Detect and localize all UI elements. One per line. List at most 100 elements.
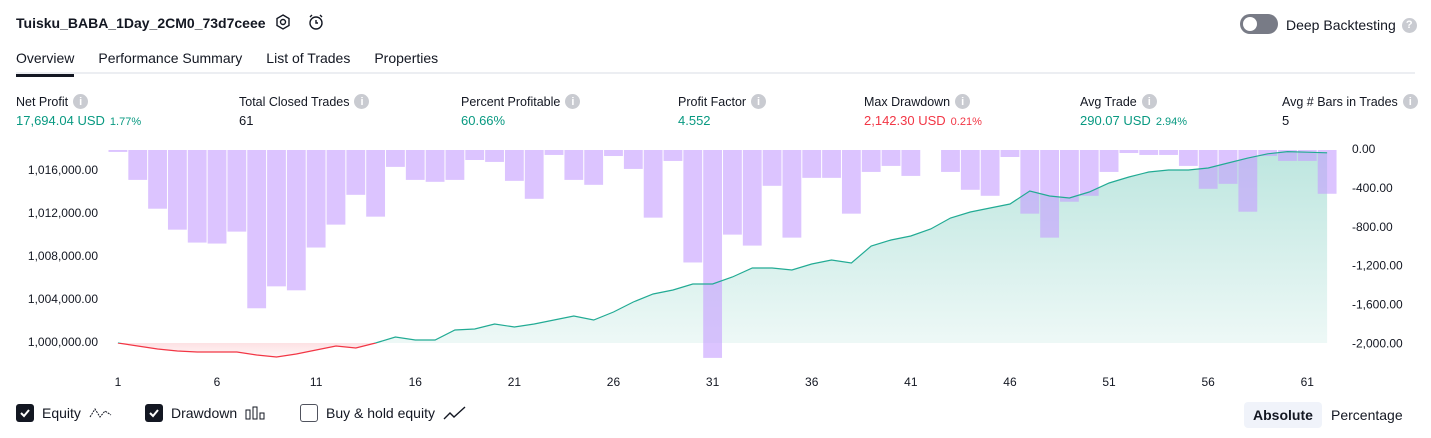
tab[interactable]: List of Trades	[266, 50, 351, 66]
drawdown-bar	[524, 150, 544, 199]
mode-button[interactable]: Percentage	[1331, 407, 1403, 423]
metric-percent: 0.21%	[950, 116, 982, 128]
metric-label: Profit Factor i	[678, 94, 767, 109]
y2-tick-label: -800.00	[1352, 220, 1393, 234]
metric: Net Profit i 17,694.04 USD 1.77%	[16, 94, 141, 128]
drawdown-bar	[841, 150, 861, 214]
x-tick-label: 36	[805, 375, 819, 389]
drawdown-bar	[544, 150, 564, 155]
metric-label: Percent Profitable i	[461, 94, 581, 109]
drawdown-bar	[802, 150, 822, 178]
metric: Avg # Bars in Trades i 5	[1282, 94, 1418, 128]
metric: Percent Profitable i 60.66%	[461, 94, 581, 128]
y-tick-label: 1,004,000.00	[28, 292, 98, 306]
drawdown-bar	[1119, 150, 1139, 154]
y-tick-label: 1,000,000.00	[28, 335, 98, 349]
tab[interactable]: Properties	[374, 50, 439, 66]
drawdown-bar	[267, 150, 286, 287]
drawdown-bar	[703, 150, 723, 358]
drawdown-bar	[504, 150, 524, 181]
alert-icon[interactable]	[307, 13, 325, 31]
info-icon[interactable]: i	[565, 94, 581, 109]
drawdown-bar	[822, 150, 841, 178]
info-icon[interactable]: i	[1402, 94, 1418, 109]
metric-label: Avg # Bars in Trades i	[1282, 94, 1418, 109]
y2-tick-label: -400.00	[1352, 181, 1393, 195]
drawdown-bar	[445, 150, 465, 180]
drawdown-bar	[623, 150, 643, 169]
tab[interactable]: Performance Summary	[98, 50, 243, 66]
info-icon[interactable]: i	[354, 94, 370, 109]
drawdown-bar	[465, 150, 485, 160]
drawdown-bar	[128, 150, 148, 180]
x-tick-label: 16	[409, 375, 423, 389]
metric-value: 60.66%	[461, 113, 580, 128]
drawdown-bar	[643, 150, 663, 218]
y2-tick-label: -1,600.00	[1352, 297, 1403, 311]
drawdown-bar	[1159, 150, 1178, 155]
drawdown-icon	[245, 406, 265, 420]
deep-backtesting-toggle[interactable]	[1240, 14, 1278, 34]
metric: Max Drawdown i 2,142.30 USD 0.21%	[864, 94, 982, 128]
buyhold-control[interactable]: Buy & hold equity	[300, 404, 467, 422]
drawdown-bar	[881, 150, 901, 166]
x-tick-label: 6	[214, 375, 221, 389]
drawdown-bar	[425, 150, 445, 182]
drawdown-bar	[306, 150, 326, 248]
drawdown-bar	[1278, 150, 1297, 161]
metric-value: 17,694.04 USD 1.77%	[16, 113, 141, 128]
checkbox[interactable]	[300, 404, 318, 422]
drawdown-bar	[1178, 150, 1198, 166]
toggle-text: Deep Backtesting	[1286, 17, 1396, 33]
legend-label: Equity	[42, 405, 81, 421]
drawdown-bar	[723, 150, 742, 235]
drawdown-bar	[1198, 150, 1218, 189]
tab-divider	[16, 72, 1415, 74]
metric-value-text: 5	[1282, 113, 1290, 128]
drawdown-bar	[861, 150, 881, 172]
metric-value: 2,142.30 USD 0.21%	[864, 113, 982, 128]
y2-tick-label: 0.00	[1352, 142, 1376, 156]
help-icon[interactable]: ?	[1401, 17, 1417, 33]
info-icon[interactable]: i	[955, 94, 971, 109]
x-tick-label: 56	[1202, 375, 1216, 389]
drawdown-bar	[683, 150, 703, 263]
y2-tick-label: -2,000.00	[1352, 336, 1403, 350]
metric-value-text: 61	[239, 113, 254, 128]
drawdown-bar	[564, 150, 584, 180]
tab[interactable]: Overview	[16, 50, 75, 77]
metric-value: 61	[239, 113, 369, 128]
x-tick-label: 31	[706, 375, 720, 389]
buyhold-icon	[443, 406, 466, 420]
drawdown-bar	[604, 150, 623, 157]
x-tick-label: 51	[1102, 375, 1116, 389]
x-tick-label: 21	[508, 375, 522, 389]
drawdown-bar	[326, 150, 346, 225]
metric-label-text: Avg # Bars in Trades	[1282, 94, 1398, 109]
tabs: Overview Performance Summary List of Tra…	[16, 50, 438, 77]
metric-label: Avg Trade i	[1080, 94, 1187, 109]
x-tick-label: 1	[115, 375, 122, 389]
equity-icon	[89, 408, 112, 418]
x-tick-label: 26	[607, 375, 621, 389]
settings-icon[interactable]	[274, 13, 292, 31]
checkbox[interactable]	[145, 404, 163, 422]
drawdown-bar	[346, 150, 366, 195]
info-icon[interactable]: i	[1141, 94, 1157, 109]
checkbox[interactable]	[16, 404, 34, 422]
mode-button[interactable]: Absolute	[1244, 402, 1322, 428]
info-icon[interactable]: i	[73, 94, 89, 109]
info-icon[interactable]: i	[751, 94, 767, 109]
drawdown-bar	[762, 150, 782, 186]
equity-control[interactable]: Equity	[16, 404, 113, 422]
metric-value-text: 4.552	[678, 113, 711, 128]
equity-line	[117, 150, 1328, 358]
drawdown-bar	[366, 150, 386, 217]
drawdown-bar	[1139, 150, 1159, 155]
metric-label: Total Closed Trades i	[239, 94, 370, 109]
drawdown-bar	[663, 150, 683, 161]
drawdown-bar	[485, 150, 504, 162]
drawdown-control[interactable]: Drawdown	[145, 404, 267, 422]
metric-label-text: Avg Trade	[1080, 94, 1137, 109]
